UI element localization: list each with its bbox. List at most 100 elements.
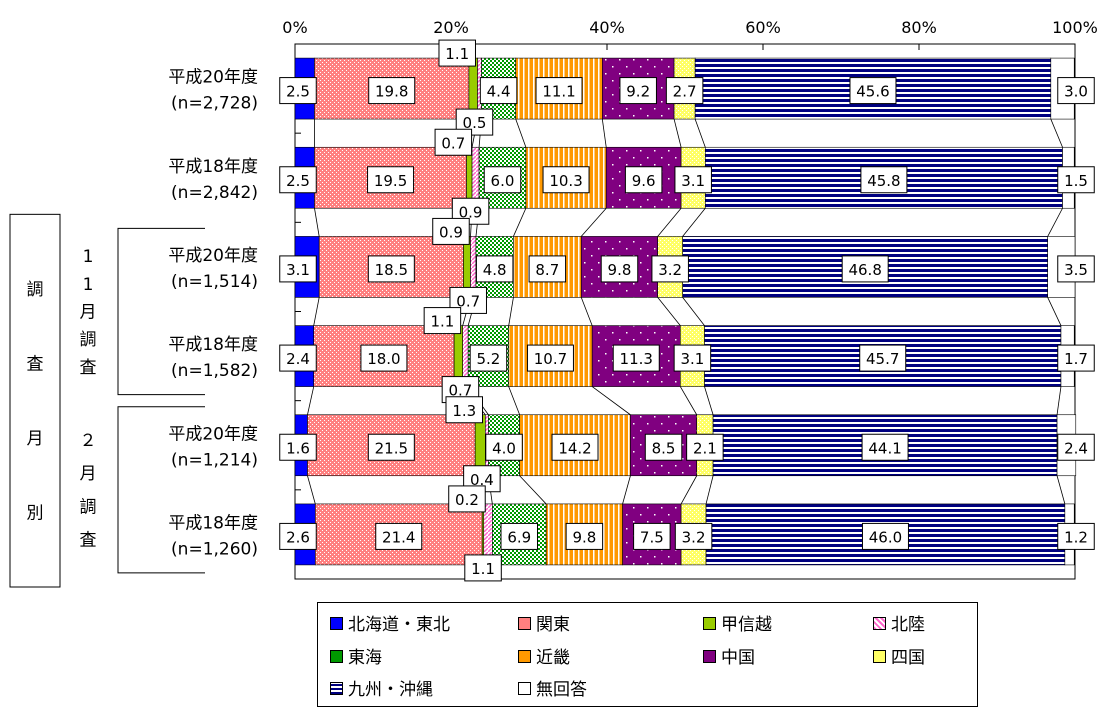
data-label: 21.4 [375, 522, 423, 550]
x-tick-label: 60% [745, 18, 781, 37]
data-label-text: 0.2 [455, 491, 479, 509]
data-label-box [1057, 344, 1095, 372]
data-label: 6.9 [500, 522, 538, 550]
data-label: 11.3 [612, 344, 660, 372]
data-label: 44.1 [861, 433, 909, 461]
data-label-text: 9.8 [572, 528, 596, 546]
connector-line [1050, 118, 1063, 148]
data-label: 10.3 [542, 166, 590, 194]
connector-line [679, 386, 698, 415]
data-label-text: 21.4 [382, 528, 415, 546]
connector-line [1047, 297, 1062, 326]
data-label-text: 46.8 [848, 261, 881, 279]
category-label-n: (n=1,214) [171, 450, 258, 470]
connector-line [657, 207, 682, 237]
legend-item-tokai: 東海 [330, 648, 382, 668]
data-label-box [423, 307, 462, 335]
data-label: 2.6 [279, 522, 317, 550]
connector-line [307, 475, 316, 505]
data-label-box [565, 522, 604, 550]
data-label-text: 1.1 [430, 313, 454, 331]
data-label-box [612, 344, 660, 372]
data-label: 2.4 [279, 344, 317, 372]
data-label: 2.4 [1057, 433, 1095, 461]
connector-line [601, 119, 607, 148]
data-label-text: 8.7 [535, 261, 559, 279]
data-label-text: 21.5 [375, 439, 408, 457]
data-label: 1.3 [445, 396, 483, 424]
data-label: 11.1 [535, 77, 583, 105]
legend-item-chugoku: 中国 [703, 648, 755, 668]
data-label-box [483, 166, 522, 194]
data-label-text: 0.5 [463, 114, 487, 132]
data-label-box [849, 77, 897, 105]
data-label-text: 0.4 [470, 471, 494, 489]
data-label-text: 18.0 [367, 350, 400, 368]
data-label-text: 1.1 [471, 560, 495, 578]
stacked-bar-chart: 0% 20% 40% 60% 80% 100% 平成20年度 (n=2,728) 平成18年度… [9, 18, 1098, 588]
data-label: 5.2 [469, 344, 508, 372]
data-label-box [526, 344, 574, 372]
data-label-box [535, 77, 583, 105]
data-label-box [279, 255, 317, 283]
connector-line [682, 297, 705, 326]
data-label-text: 19.5 [374, 172, 407, 190]
group-label-char: 査 [80, 358, 97, 378]
data-label-text: 45.8 [867, 172, 900, 190]
data-label: 7.5 [633, 522, 671, 550]
data-label-box [1057, 433, 1095, 461]
connector-line [591, 386, 631, 416]
data-label-text: 4.4 [487, 83, 511, 101]
data-label-box [279, 433, 317, 461]
legend-item-kanto: 関東 [518, 615, 570, 635]
connector-line [1056, 475, 1066, 505]
connector-line [705, 475, 714, 505]
data-label-box [686, 433, 724, 461]
data-label-text: 14.2 [558, 439, 591, 457]
data-label-text: 44.1 [868, 439, 901, 457]
category-label-n: (n=2,728) [171, 94, 258, 114]
data-label-text: 1.2 [1064, 528, 1088, 546]
data-label-box [860, 166, 908, 194]
connector-line [1056, 386, 1062, 415]
data-label-box [367, 255, 415, 283]
legend-item-hokkaido-tohoku: 北海道・東北 [330, 615, 450, 635]
data-label: 9.8 [600, 255, 639, 283]
category-label-year: 平成20年度 [168, 246, 258, 266]
data-label-box [665, 77, 704, 105]
data-label-box [861, 433, 909, 461]
data-label-box [279, 522, 317, 550]
data-label: 1.1 [438, 39, 476, 67]
data-label-box [551, 433, 599, 461]
data-label-box [279, 77, 317, 105]
data-label: 6.0 [483, 166, 522, 194]
data-label: 3.1 [674, 166, 712, 194]
data-label-text: 19.8 [375, 83, 408, 101]
data-label: 2.7 [665, 77, 704, 105]
x-tick-label: 40% [589, 18, 625, 37]
outer-group-label-char: 月 [27, 429, 44, 449]
data-label: 14.2 [551, 433, 599, 461]
data-label: 3.2 [674, 522, 713, 550]
x-tick-label: 80% [901, 18, 937, 37]
data-label-box [279, 344, 317, 372]
data-label-box [674, 166, 712, 194]
category-label-n: (n=2,842) [171, 183, 258, 203]
connector-line [307, 386, 315, 415]
data-label-text: 3.1 [680, 350, 704, 368]
bar-segments [294, 57, 1077, 566]
data-label-text: 4.0 [492, 439, 516, 457]
data-label-box [368, 77, 416, 105]
group-label-char: ２ [80, 431, 97, 451]
connector-line [657, 297, 681, 326]
outer-group-label-char: 別 [27, 503, 44, 523]
data-label-box [360, 344, 408, 372]
data-label: 8.7 [528, 255, 567, 283]
data-label-box [619, 77, 657, 105]
legend-swatch [518, 650, 531, 663]
data-label: 19.5 [367, 166, 415, 194]
data-label-box [600, 255, 639, 283]
data-label-text: 9.6 [632, 172, 656, 190]
data-label-text: 3.1 [286, 261, 310, 279]
